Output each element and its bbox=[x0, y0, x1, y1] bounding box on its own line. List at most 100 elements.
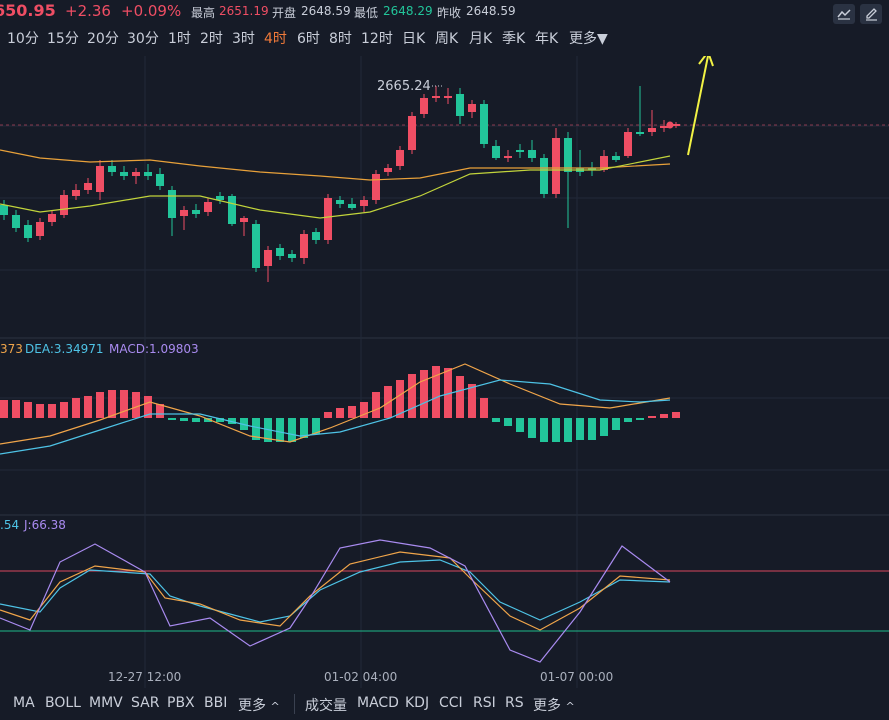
macd-dea-line bbox=[0, 379, 671, 455]
pencil-icon[interactable] bbox=[860, 4, 882, 24]
macd-dea-label: DEA:3.34971 bbox=[25, 342, 104, 356]
indicator-rsi[interactable]: RSI bbox=[473, 695, 496, 711]
candle bbox=[228, 194, 236, 226]
period-30m[interactable]: 30分 bbox=[127, 31, 159, 47]
candle bbox=[552, 128, 560, 198]
main-indicator-more-button[interactable]: 更多 ^ bbox=[238, 695, 280, 715]
moving-average-lines bbox=[0, 149, 671, 219]
candle-body bbox=[516, 150, 524, 152]
indicator-cci[interactable]: CCI bbox=[439, 695, 463, 711]
candle bbox=[168, 186, 176, 236]
indicator-pbx[interactable]: PBX bbox=[167, 695, 195, 711]
candle bbox=[96, 160, 104, 200]
candle bbox=[288, 250, 296, 262]
macd-bar bbox=[672, 412, 680, 418]
candle-body bbox=[528, 150, 536, 158]
period-2h[interactable]: 2时 bbox=[200, 31, 223, 47]
indicator-kdj[interactable]: KDJ bbox=[405, 695, 430, 711]
indicator-rs[interactable]: RS bbox=[505, 695, 524, 711]
candle-body bbox=[48, 214, 56, 222]
indicator-mmv[interactable]: MMV bbox=[89, 695, 123, 711]
x-tick-3: 01-07 00:00 bbox=[540, 670, 614, 684]
candle bbox=[84, 178, 92, 194]
macd-bar bbox=[624, 418, 632, 422]
period-more-button[interactable]: 更多▼ bbox=[569, 28, 608, 48]
macd-bar bbox=[12, 400, 20, 418]
indicator-boll[interactable]: BOLL bbox=[45, 695, 81, 711]
indicator-bbi[interactable]: BBI bbox=[204, 695, 228, 711]
period-20m[interactable]: 20分 bbox=[87, 31, 119, 47]
x-tick-2: 01-02 04:00 bbox=[324, 670, 398, 684]
candle bbox=[528, 140, 536, 162]
candle bbox=[372, 170, 380, 204]
candle bbox=[312, 228, 320, 244]
period-year[interactable]: 年K bbox=[535, 31, 559, 47]
chart-canvas[interactable] bbox=[0, 56, 889, 688]
candle bbox=[132, 168, 140, 184]
macd-bar bbox=[492, 418, 500, 422]
open-value: 2648.59 bbox=[301, 4, 351, 18]
candle bbox=[216, 192, 224, 204]
period-8h[interactable]: 8时 bbox=[329, 31, 352, 47]
candle bbox=[468, 100, 476, 118]
period-1h[interactable]: 1时 bbox=[168, 31, 191, 47]
main-more-label: 更多 bbox=[238, 698, 266, 714]
period-15m[interactable]: 15分 bbox=[47, 31, 79, 47]
candle bbox=[360, 196, 368, 212]
candle bbox=[480, 100, 488, 148]
sub-indicator-more-button[interactable]: 更多 ^ bbox=[533, 695, 575, 715]
line-chart-icon[interactable] bbox=[833, 4, 855, 24]
indicator-volume[interactable]: 成交量 bbox=[305, 698, 347, 714]
macd-bar bbox=[552, 418, 560, 442]
candle-body bbox=[504, 156, 512, 158]
period-6h[interactable]: 6时 bbox=[297, 31, 320, 47]
candle-body bbox=[324, 198, 332, 240]
candle-body bbox=[600, 156, 608, 170]
macd-bar bbox=[336, 408, 344, 418]
candle bbox=[540, 154, 548, 198]
candle-body bbox=[132, 172, 140, 176]
kdj-d-label: .54 bbox=[0, 518, 20, 532]
indicator-ma[interactable]: MA bbox=[13, 695, 35, 711]
period-month[interactable]: 月K bbox=[469, 31, 493, 47]
candle bbox=[516, 144, 524, 158]
ma-line-long bbox=[0, 149, 671, 181]
candle-body bbox=[432, 96, 440, 98]
period-3h[interactable]: 3时 bbox=[232, 31, 255, 47]
macd-bar bbox=[144, 396, 152, 418]
period-day[interactable]: 日K bbox=[402, 31, 426, 47]
macd-bar bbox=[96, 392, 104, 418]
period-quarter[interactable]: 季K bbox=[502, 31, 526, 47]
macd-bar bbox=[504, 418, 512, 426]
candle-body bbox=[480, 104, 488, 144]
macd-bar bbox=[564, 418, 572, 442]
period-4h[interactable]: 4时 bbox=[264, 31, 287, 47]
macd-bar bbox=[324, 412, 332, 418]
indicator-sar[interactable]: SAR bbox=[131, 695, 160, 711]
candle bbox=[456, 88, 464, 124]
candle bbox=[588, 162, 596, 176]
macd-bar bbox=[468, 384, 476, 418]
candle-body bbox=[24, 225, 32, 238]
period-more-label: 更多 bbox=[569, 31, 597, 47]
candle-body bbox=[624, 132, 632, 156]
candle bbox=[300, 230, 308, 264]
period-12h[interactable]: 12时 bbox=[361, 31, 393, 47]
indicator-macd[interactable]: MACD bbox=[357, 695, 399, 711]
candle bbox=[420, 94, 428, 118]
period-week[interactable]: 周K bbox=[435, 31, 459, 47]
trend-arrow-shaft bbox=[687, 56, 709, 156]
macd-bar bbox=[180, 418, 188, 421]
macd-bar bbox=[36, 404, 44, 418]
candle bbox=[396, 146, 404, 170]
candle bbox=[648, 110, 656, 136]
kdj-j-line bbox=[0, 539, 671, 663]
macd-lines bbox=[0, 363, 671, 455]
period-10m[interactable]: 10分 bbox=[7, 31, 39, 47]
candle-body bbox=[552, 138, 560, 194]
macd-bar bbox=[60, 402, 68, 418]
macd-bar bbox=[528, 418, 536, 438]
candle-body bbox=[264, 250, 272, 266]
macd-bar bbox=[456, 376, 464, 418]
prev-close-label: 昨收 bbox=[437, 6, 462, 20]
